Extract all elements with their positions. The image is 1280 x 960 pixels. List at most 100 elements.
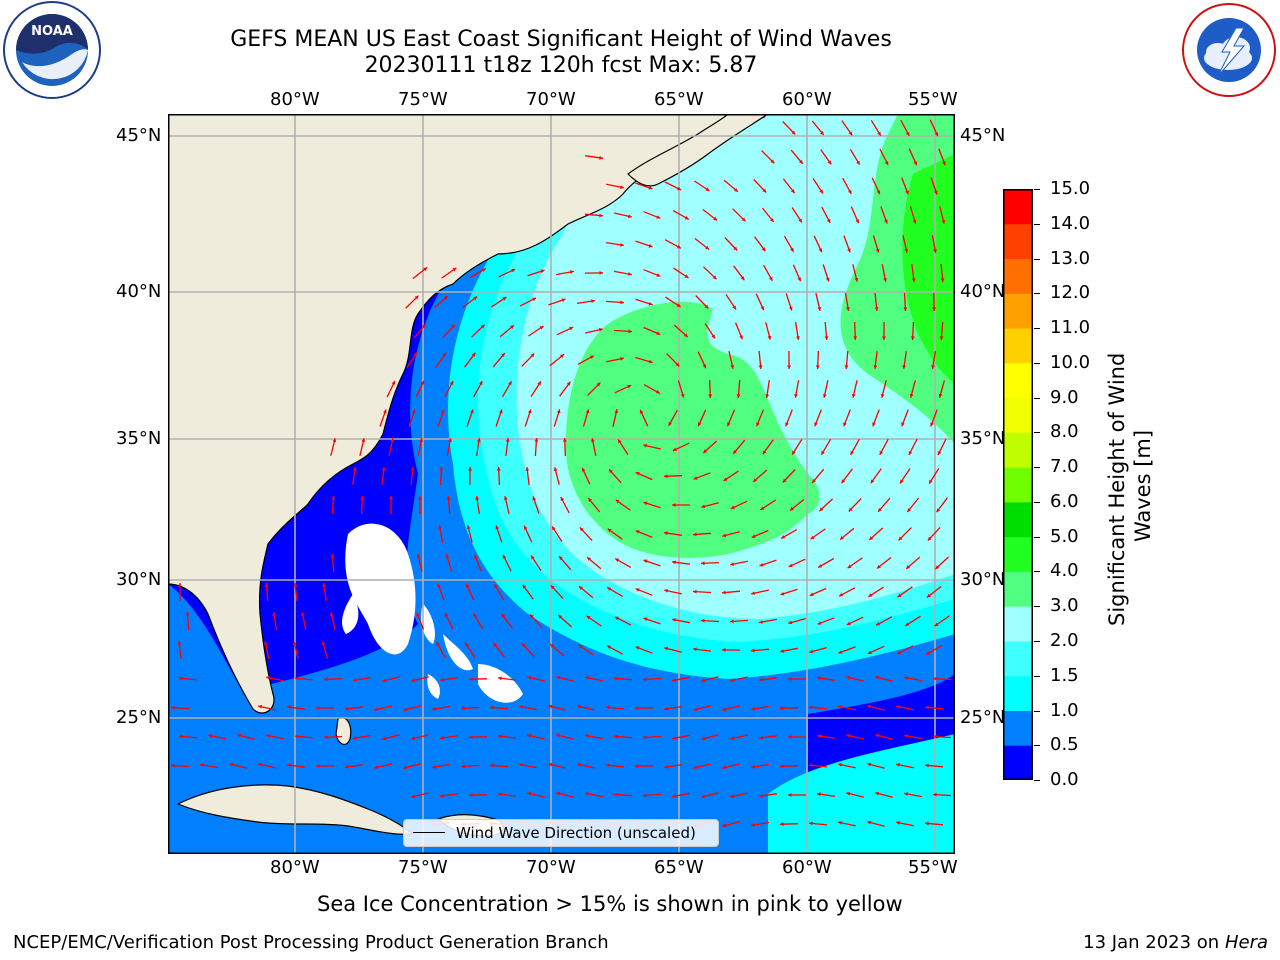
colorbar-tick-label: 1.5 bbox=[1050, 664, 1079, 686]
wave-direction-arrowhead bbox=[759, 735, 763, 740]
wave-direction-arrowhead bbox=[876, 564, 881, 569]
wave-direction-arrowhead bbox=[469, 677, 473, 681]
wave-direction-arrowhead bbox=[825, 277, 830, 282]
wind-wave-arrows bbox=[170, 119, 952, 828]
wave-direction-arrowhead bbox=[875, 675, 880, 680]
wave-direction-arrowhead bbox=[596, 382, 601, 387]
map-legend: Wind Wave Direction (unscaled) bbox=[403, 819, 719, 847]
wave-direction-arrowhead bbox=[693, 647, 697, 652]
wave-direction-arrowhead bbox=[556, 791, 561, 796]
wave-direction-arrowhead bbox=[345, 706, 349, 711]
wave-direction-arrowhead bbox=[324, 735, 328, 740]
wave-direction-arrowhead bbox=[501, 353, 505, 357]
wave-direction-arrowhead bbox=[643, 559, 648, 564]
wave-direction-arrowhead bbox=[933, 792, 937, 797]
wave-direction-arrowhead bbox=[855, 219, 859, 224]
wave-direction-arrowhead bbox=[412, 409, 416, 414]
wave-direction-arrowhead bbox=[929, 479, 933, 484]
lon-tick-bottom: 70°W bbox=[526, 857, 576, 878]
wave-direction-arrowhead bbox=[498, 792, 502, 797]
wave-direction-arrowhead bbox=[925, 763, 929, 768]
colorbar-tick-label: 9.0 bbox=[1050, 386, 1079, 408]
wave-direction-arrowhead bbox=[846, 621, 851, 626]
wave-direction-arrowhead bbox=[668, 421, 672, 426]
wave-direction-arrowhead bbox=[704, 304, 709, 309]
wave-direction-arrowhead bbox=[819, 189, 823, 194]
wave-direction-arrowhead bbox=[705, 187, 710, 191]
colorbar-tick-mark bbox=[1034, 536, 1040, 538]
colorbar-tick-label: 12.0 bbox=[1050, 282, 1091, 304]
wave-direction-arrowhead bbox=[904, 676, 908, 680]
nws-logo bbox=[1178, 0, 1280, 100]
wave-direction-arrowhead bbox=[577, 704, 582, 709]
wave-direction-arrowhead bbox=[760, 506, 765, 510]
wave-direction-arrowhead bbox=[599, 155, 603, 160]
wave-direction-arrowhead bbox=[758, 365, 763, 369]
wave-direction-arrowhead bbox=[558, 615, 563, 619]
wave-direction-arrowhead bbox=[466, 525, 471, 530]
wave-direction-arrowhead bbox=[664, 531, 668, 536]
wave-direction-arrowhead bbox=[352, 467, 357, 471]
wave-direction-arrowhead bbox=[897, 650, 901, 655]
wave-direction-arrowhead bbox=[912, 219, 917, 224]
wave-direction-arrowhead bbox=[934, 622, 939, 627]
wave-direction-arrowhead bbox=[683, 333, 688, 337]
wave-direction-arrowhead bbox=[321, 641, 326, 646]
wave-direction-arrowhead bbox=[295, 676, 299, 681]
wave-direction-arrowhead bbox=[936, 508, 941, 513]
wave-direction-arrowhead bbox=[177, 641, 182, 645]
wave-direction-arrowhead bbox=[615, 558, 620, 562]
wave-direction-arrowhead bbox=[824, 336, 829, 340]
wave-direction-arrowhead bbox=[874, 307, 879, 311]
wave-direction-arrowhead bbox=[615, 616, 619, 621]
wave-direction-arrowhead bbox=[469, 793, 473, 797]
wave-direction-arrowhead bbox=[759, 620, 763, 624]
wave-direction-arrowhead bbox=[272, 612, 276, 616]
wave-direction-arrowhead bbox=[693, 476, 698, 480]
wave-direction-arrowhead bbox=[925, 821, 929, 826]
wave-direction-arrowhead bbox=[809, 705, 813, 710]
colorbar-label-line1: Significant Height of Wind bbox=[1105, 353, 1129, 626]
wave-direction-arrowhead bbox=[503, 496, 508, 501]
wave-direction-arrowhead bbox=[530, 353, 535, 358]
wave-direction-arrowhead bbox=[904, 734, 908, 738]
colorbar-segment bbox=[1003, 710, 1033, 746]
wave-direction-arrowhead bbox=[532, 496, 536, 501]
wave-direction-arrowhead bbox=[851, 393, 856, 398]
wave-direction-arrowhead bbox=[897, 593, 902, 598]
wave-direction-arrowhead bbox=[374, 707, 379, 712]
footer-credit: NCEP/EMC/Verification Post Processing Pr… bbox=[13, 932, 609, 953]
wave-direction-arrowhead bbox=[818, 564, 823, 568]
noaa-logo: NOAA bbox=[0, 0, 104, 104]
wave-direction-arrowhead bbox=[844, 365, 849, 369]
wave-direction-arrowhead bbox=[769, 276, 773, 281]
wave-direction-arrowhead bbox=[578, 644, 583, 649]
colorbar bbox=[1003, 189, 1033, 780]
wave-direction-arrowhead bbox=[566, 381, 571, 386]
wave-direction-arrowhead bbox=[882, 336, 886, 340]
wave-direction-arrowhead bbox=[818, 248, 823, 253]
wave-direction-arrowhead bbox=[905, 190, 909, 195]
colorbar-tick-label: 13.0 bbox=[1050, 247, 1091, 269]
wave-direction-arrowhead bbox=[521, 643, 526, 648]
wave-direction-arrowhead bbox=[722, 533, 727, 538]
wave-direction-arrowhead bbox=[701, 678, 706, 683]
wave-direction-arrowhead bbox=[875, 791, 880, 796]
wave-direction-arrowhead bbox=[672, 447, 677, 452]
wave-direction-arrowhead bbox=[266, 734, 270, 738]
wave-direction-arrowhead bbox=[606, 705, 610, 710]
wave-direction-arrowhead bbox=[817, 621, 822, 625]
wave-direction-arrowhead bbox=[383, 409, 387, 414]
wave-direction-arrowhead bbox=[293, 583, 298, 587]
wave-direction-arrowhead bbox=[614, 792, 618, 797]
wave-direction-arrowhead bbox=[442, 352, 447, 357]
wave-direction-arrowhead bbox=[846, 675, 851, 680]
wave-direction-arrowhead bbox=[751, 591, 755, 595]
wave-direction-arrowhead bbox=[451, 324, 456, 329]
wave-direction-arrowhead bbox=[761, 247, 766, 252]
wave-direction-arrowhead bbox=[494, 584, 498, 589]
footer-host: Hera bbox=[1224, 932, 1268, 953]
wave-direction-arrowhead bbox=[819, 507, 824, 512]
wave-direction-arrowhead bbox=[556, 733, 561, 738]
wave-direction-arrowhead bbox=[527, 733, 532, 738]
